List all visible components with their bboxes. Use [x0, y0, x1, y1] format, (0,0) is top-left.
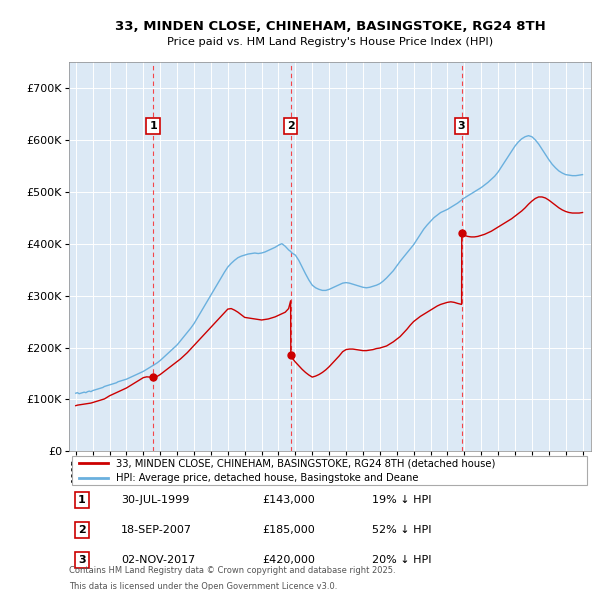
Text: 52% ↓ HPI: 52% ↓ HPI [372, 525, 431, 535]
Text: £420,000: £420,000 [262, 555, 315, 565]
Text: 3: 3 [78, 555, 86, 565]
Text: 33, MINDEN CLOSE, CHINEHAM, BASINGSTOKE, RG24 8TH (detached house): 33, MINDEN CLOSE, CHINEHAM, BASINGSTOKE,… [116, 458, 496, 468]
Text: Contains HM Land Registry data © Crown copyright and database right 2025.: Contains HM Land Registry data © Crown c… [69, 566, 395, 575]
Text: Price paid vs. HM Land Registry's House Price Index (HPI): Price paid vs. HM Land Registry's House … [167, 38, 493, 47]
Text: 2: 2 [287, 121, 295, 131]
Text: 02-NOV-2017: 02-NOV-2017 [121, 555, 196, 565]
Text: 18-SEP-2007: 18-SEP-2007 [121, 525, 192, 535]
Text: £143,000: £143,000 [262, 495, 315, 504]
Text: 20% ↓ HPI: 20% ↓ HPI [372, 555, 431, 565]
Text: £185,000: £185,000 [262, 525, 315, 535]
Text: 1: 1 [78, 495, 86, 504]
Text: 1: 1 [149, 121, 157, 131]
Text: This data is licensed under the Open Government Licence v3.0.: This data is licensed under the Open Gov… [69, 582, 337, 590]
Text: 2: 2 [78, 525, 86, 535]
Text: 3: 3 [458, 121, 466, 131]
Text: 33, MINDEN CLOSE, CHINEHAM, BASINGSTOKE, RG24 8TH: 33, MINDEN CLOSE, CHINEHAM, BASINGSTOKE,… [115, 20, 545, 33]
Text: 19% ↓ HPI: 19% ↓ HPI [372, 495, 431, 504]
Text: 30-JUL-1999: 30-JUL-1999 [121, 495, 190, 504]
FancyBboxPatch shape [71, 455, 587, 486]
Text: HPI: Average price, detached house, Basingstoke and Deane: HPI: Average price, detached house, Basi… [116, 473, 418, 483]
